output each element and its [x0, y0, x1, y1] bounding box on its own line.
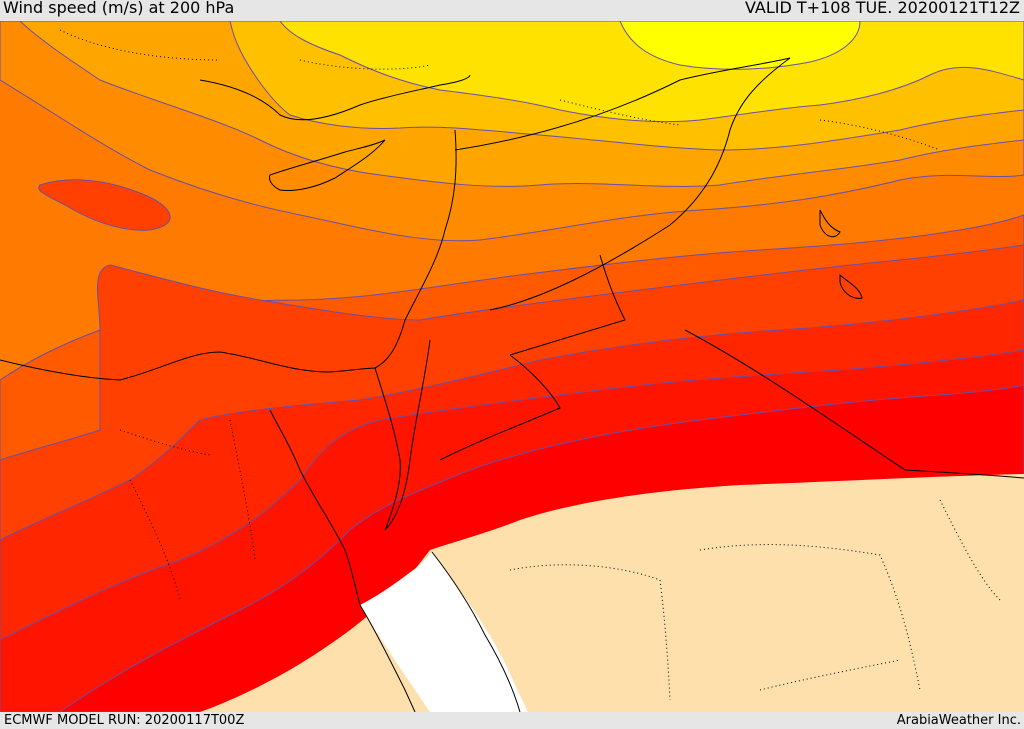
model-run-label: ECMWF MODEL RUN: 20200117T00Z — [4, 713, 245, 728]
masked-red-sea — [360, 552, 528, 712]
map-header: Wind speed (m/s) at 200 hPa VALID T+108 … — [0, 0, 1024, 21]
map-canvas — [0, 21, 1024, 712]
internal-boundaries — [59, 29, 1001, 701]
credit-label: ArabiaWeather Inc. — [896, 713, 1021, 728]
wind-speed-map — [0, 21, 1024, 712]
jet-streak-west — [38, 179, 171, 231]
band-bright-yellow — [619, 21, 861, 70]
map-footer: ECMWF MODEL RUN: 20200117T00Z ArabiaWeat… — [0, 712, 1024, 729]
valid-time-label: VALID T+108 TUE. 20200121T12Z — [744, 0, 1020, 17]
coastlines — [0, 57, 1024, 712]
map-title: Wind speed (m/s) at 200 hPa — [3, 0, 235, 17]
